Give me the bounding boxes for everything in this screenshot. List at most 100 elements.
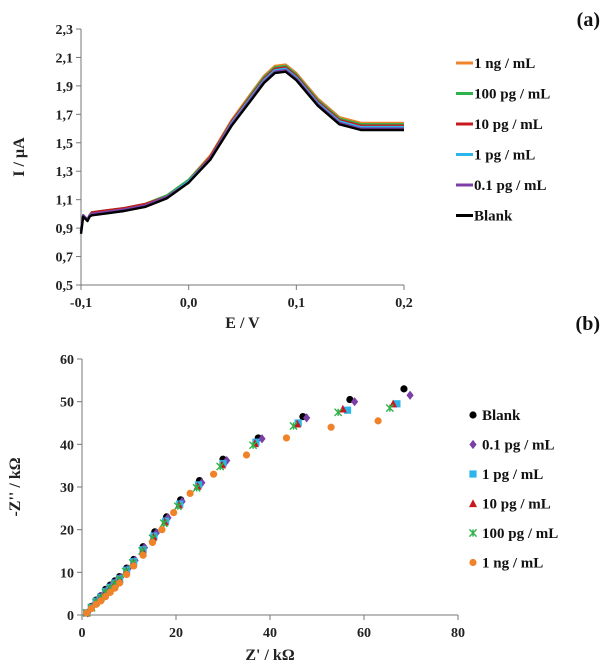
panel-b-point: [123, 570, 131, 579]
panel-a-y-axis-label: I / µA: [11, 137, 28, 177]
panel-b-y-tick-label: 60: [60, 353, 74, 368]
panel-b-point: [186, 489, 194, 497]
panel-b-x-tick-label: 40: [263, 626, 277, 641]
panel-b-point: [400, 385, 408, 393]
panel-a-y-tick-label: 1,5: [56, 137, 74, 152]
panel-b-legend-label-2: 1 pg / mL: [482, 467, 543, 483]
panel-b-point: [389, 399, 398, 408]
panel-b-legend-label-3: 10 pg / mL: [482, 497, 551, 513]
panel-a-x-tick-label: 0,0: [180, 296, 198, 311]
panel-b-x-tick-label: 0: [79, 626, 86, 641]
panel-b-point: [139, 551, 147, 559]
panel-b-point: [351, 397, 359, 407]
panel-b-point: [87, 605, 95, 613]
panel-b-point: [192, 483, 201, 492]
panel-b-point: [374, 417, 382, 425]
panel-a-y-tick-label: 1,3: [56, 165, 74, 180]
panel-b-legend-marker-0: [469, 411, 477, 419]
panel-b-point: [385, 403, 394, 413]
panel-b-y-tick-label: 0: [67, 609, 74, 624]
panel-b-point: [334, 408, 343, 417]
panel-b-point: [223, 455, 231, 466]
panel-b-panel-label: (b): [576, 313, 600, 335]
panel-b-x-axis-label: Z' / kΩ: [245, 647, 294, 664]
panel-b-point: [258, 434, 266, 444]
panel-a-x-tick-label: -0,1: [70, 296, 92, 311]
panel-a-y-tick-label: 0,7: [56, 251, 74, 266]
panel-a-y-tick-label: 0,5: [56, 279, 74, 294]
panel-b-legend-marker-4: [468, 528, 478, 538]
panel-b-point: [159, 519, 168, 528]
panel-b-y-tick-label: 10: [60, 566, 74, 581]
panel-b-legend-marker-shape: [468, 528, 478, 538]
panel-b-legend-label-4: 100 pg / mL: [482, 526, 558, 542]
panel-b-point: [406, 390, 414, 400]
panel-b-legend-marker-5: [469, 558, 477, 567]
panel-a-series-line-2: [79, 66, 404, 232]
panel-b-point: [158, 526, 166, 534]
panel-a-legend-label-1: 100 pg / mL: [474, 87, 550, 103]
panel-b-legend-marker-shape: [469, 439, 477, 450]
panel-b-legend-marker-shape: [469, 499, 477, 508]
panel-a-y-tick-label: 2,3: [56, 23, 74, 38]
panel-b-point: [101, 593, 110, 601]
panel-a-y-tick-label: 2,1: [56, 51, 74, 66]
panel-a-y-tick-label: 1,7: [56, 108, 74, 123]
panel-b-point: [173, 502, 182, 511]
panel-a-legend-label-4: 0.1 pg / mL: [474, 178, 547, 194]
panel-b-legend-label-0: Blank: [482, 408, 521, 424]
panel-b-series-3: [82, 399, 398, 617]
panel-b-legend-label-1: 0.1 pg / mL: [482, 438, 555, 454]
panel-b-legend-label-5: 1 ng / mL: [482, 556, 543, 572]
panel-a-panel-label: (a): [577, 9, 600, 31]
panel-b-x-tick-label: 80: [451, 626, 465, 641]
panel-b-series-2: [83, 400, 401, 617]
panel-a-x-axis-label: E / V: [225, 315, 260, 332]
panel-b-y-axis-label: -Z'' / kΩ: [7, 457, 24, 516]
panel-b-point: [289, 421, 298, 431]
panel-a-legend-label-2: 10 pg / mL: [474, 117, 543, 133]
panel-b-legend-marker-2: [469, 470, 477, 478]
panel-b-series-5: [83, 417, 382, 617]
panel-b-point: [210, 470, 218, 478]
panel-b-y-tick-label: 50: [60, 396, 74, 411]
panel-a-x-tick-label: 0,2: [395, 296, 413, 311]
panel-b-legend-marker-3: [469, 499, 477, 508]
panel-b-point: [293, 419, 302, 428]
panel-a-legend-label-0: 1 ng / mL: [474, 56, 535, 72]
panel-b-y-tick-label: 30: [60, 481, 74, 496]
panel-b-series-0: [83, 385, 408, 617]
panel-b-point: [303, 413, 311, 423]
panel-b-point: [83, 609, 91, 617]
panel-b-legend-marker-shape: [469, 470, 477, 478]
panel-b-point: [111, 584, 119, 592]
panel-b-point: [393, 400, 401, 408]
panel-b-x-tick-label: 60: [357, 626, 371, 641]
panel-b-x-tick-label: 20: [169, 626, 183, 641]
panel-b-series-1: [84, 390, 414, 618]
panel-b-point: [343, 406, 352, 414]
panel-b-point: [193, 481, 202, 490]
panel-a-series-line-5: [79, 70, 404, 234]
panel-b-point: [327, 423, 335, 431]
panel-a-y-tick-label: 1,1: [56, 194, 74, 209]
panel-b-point: [170, 508, 178, 517]
panel-a-x-tick-label: 0,1: [288, 296, 306, 311]
panel-b-point: [97, 597, 105, 605]
panel-b-point: [148, 538, 157, 547]
panel-b-point: [282, 434, 291, 442]
panel-b-point: [242, 451, 251, 459]
panel-a-y-tick-label: 1,9: [56, 80, 74, 95]
panel-b-legend-marker-1: [469, 439, 477, 450]
panel-a-legend-label-3: 1 pg / mL: [474, 148, 535, 164]
panel-b-legend-marker-shape: [469, 411, 477, 419]
panel-b-point: [248, 441, 258, 450]
panel-b-point: [216, 462, 225, 471]
panel-b-y-tick-label: 20: [60, 524, 74, 539]
panel-b-point: [130, 562, 138, 570]
panel-a-legend-label-5: Blank: [474, 209, 513, 225]
panel-b-point: [116, 579, 124, 587]
panel-b-series-4: [82, 403, 394, 617]
panel-a-y-tick-label: 0,9: [56, 222, 74, 237]
